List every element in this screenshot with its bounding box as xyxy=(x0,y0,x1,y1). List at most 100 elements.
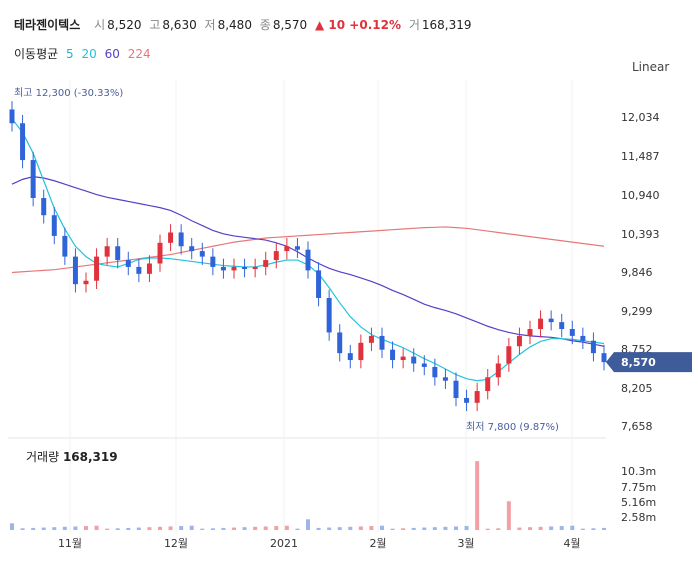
candle-body xyxy=(136,266,142,274)
volume-bar xyxy=(221,527,226,530)
candle-body xyxy=(157,242,163,264)
volume-panel-title: 거래량 168,319 xyxy=(26,448,118,465)
candle-body xyxy=(421,363,427,367)
candle-body xyxy=(400,356,406,361)
volume-bar xyxy=(411,527,416,530)
volume-bar xyxy=(327,527,332,530)
volume-bar xyxy=(31,527,36,530)
volume-bar xyxy=(62,526,67,530)
stock-name: 테라젠이텍스 xyxy=(14,18,81,32)
volume-bar xyxy=(549,526,554,530)
volume-bar xyxy=(136,527,141,530)
candle-body xyxy=(379,335,385,350)
ma-legend-title: 이동평균 xyxy=(14,47,59,61)
x-tick-label: 11월 xyxy=(58,537,82,550)
candle-body xyxy=(580,335,586,341)
volume-bar xyxy=(506,501,511,530)
price-tick-label: 12,034 xyxy=(621,111,660,124)
volume-tick-label: 2.58m xyxy=(621,511,656,524)
x-tick-label: 2월 xyxy=(369,537,386,550)
x-tick-label: 12월 xyxy=(164,537,188,550)
volume-bar xyxy=(570,525,575,530)
volume-bar xyxy=(263,526,268,530)
volume-bar xyxy=(432,527,437,530)
candle-body xyxy=(220,266,226,271)
volume-bar xyxy=(580,528,585,530)
volume-bar xyxy=(94,525,99,530)
candle-body xyxy=(305,249,311,271)
candle-body xyxy=(411,356,417,364)
volume-bar xyxy=(232,527,236,530)
scale-mode-button[interactable]: Linear xyxy=(632,60,670,74)
candle-body xyxy=(453,380,459,398)
close-label: 종 xyxy=(259,18,271,32)
candle-body xyxy=(516,335,522,347)
volume-bar xyxy=(147,527,152,530)
volume-bar xyxy=(179,526,184,530)
high-label: 고 xyxy=(149,18,161,32)
candle-body xyxy=(347,353,353,361)
ma-legend-60[interactable]: 60 xyxy=(104,47,120,61)
candle-body xyxy=(538,318,544,330)
candle-body xyxy=(442,377,448,381)
volume-bar xyxy=(475,461,480,530)
candle-body xyxy=(485,377,491,392)
volume-bar xyxy=(538,526,543,530)
candle-body xyxy=(368,335,374,343)
x-tick-label: 3월 xyxy=(457,537,474,550)
candle-body xyxy=(358,342,364,361)
volume-bar xyxy=(316,527,321,530)
ma-legend-5[interactable]: 5 xyxy=(66,47,74,61)
stock-header: 테라젠이텍스 시 8,520 고 8,630 저 8,480 종 8,570 ▲ 10 … xyxy=(14,16,471,33)
volume-bar xyxy=(485,528,490,530)
candle-body xyxy=(337,332,343,354)
candle-body xyxy=(316,270,322,298)
candle-body xyxy=(495,363,501,378)
price-tick-label: 11,487 xyxy=(621,150,660,163)
ma-legend-20[interactable]: 20 xyxy=(81,47,97,61)
low-value: 8,480 xyxy=(217,18,252,32)
candle-body xyxy=(83,280,89,285)
candle-body xyxy=(168,232,174,243)
volume-bar xyxy=(517,527,522,530)
close-value: 8,570 xyxy=(272,18,308,32)
x-tick-label: 2021 xyxy=(270,537,298,550)
price-tick-label: 9,299 xyxy=(621,305,653,318)
volume-bar xyxy=(602,527,606,530)
volume-bar xyxy=(422,527,427,530)
volume-bar xyxy=(306,519,310,530)
volume-bar xyxy=(390,528,395,530)
volume-bar xyxy=(20,528,25,530)
candle-body xyxy=(20,123,26,161)
candle-body xyxy=(146,263,152,274)
candle-body xyxy=(464,397,470,403)
volume-bar xyxy=(528,527,532,530)
volume-bar xyxy=(401,528,406,530)
price-tick-label: 9,846 xyxy=(621,266,653,279)
ma-legend-224[interactable]: 224 xyxy=(127,47,151,61)
volume-bar xyxy=(443,526,448,530)
candle-body xyxy=(242,266,248,270)
candle-body xyxy=(474,391,480,403)
high-marker: 최고 12,300 (-30.33%) xyxy=(14,87,123,99)
volume-bar xyxy=(591,528,596,530)
candle-body xyxy=(601,353,607,363)
candle-body xyxy=(559,322,565,330)
x-tick-label: 4월 xyxy=(563,537,580,550)
volume-bar xyxy=(358,526,363,530)
candle-body xyxy=(284,246,290,252)
ma-legend: 이동평균 5 20 60 224 xyxy=(14,45,155,62)
open-label: 시 xyxy=(94,18,106,32)
candle-body xyxy=(178,232,184,247)
volume-tick-label: 7.75m xyxy=(621,481,656,494)
volume-bar xyxy=(284,525,289,530)
volume-bar xyxy=(454,526,458,530)
change-value: ▲ 10 +0.12% xyxy=(315,18,401,32)
candle-body xyxy=(263,260,269,267)
candle-body xyxy=(210,256,216,267)
candle-body xyxy=(273,251,279,261)
candle-body xyxy=(252,266,258,270)
low-label: 저 xyxy=(204,18,216,32)
volume-bar xyxy=(52,527,57,530)
